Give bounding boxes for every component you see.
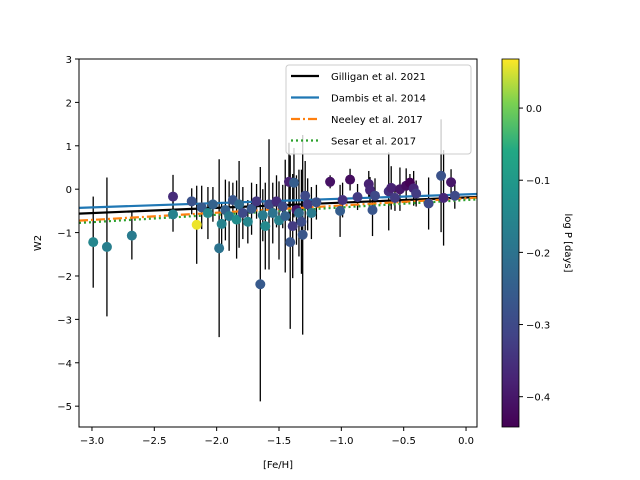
y-axis-ticks: 3 2 1 0 −1 −2 −3 −4 −5 xyxy=(57,55,79,413)
data-point xyxy=(287,221,298,232)
data-point xyxy=(267,208,278,219)
legend-label: Dambis et al. 2014 xyxy=(331,94,426,105)
data-point xyxy=(288,177,299,188)
data-point xyxy=(325,176,336,187)
data-point xyxy=(293,208,304,219)
data-point xyxy=(296,216,307,227)
data-points xyxy=(88,170,460,290)
x-tick-label: 0.0 xyxy=(458,436,474,447)
data-point xyxy=(216,218,227,229)
data-point xyxy=(370,190,381,201)
x-axis-label: [Fe/H] xyxy=(263,460,293,471)
y-tick-label: 0 xyxy=(66,185,72,196)
data-point xyxy=(311,197,322,208)
data-point xyxy=(202,208,213,219)
legend-box xyxy=(285,64,472,155)
data-point xyxy=(411,188,422,199)
y-tick-label: 3 xyxy=(66,55,72,66)
legend: Gilligan et al. 2021 Dambis et al. 2014 Ne… xyxy=(285,64,472,155)
y-tick-label: 2 xyxy=(66,98,72,109)
data-point xyxy=(285,237,296,248)
plot-frame xyxy=(78,58,478,428)
data-point xyxy=(438,192,449,203)
data-point xyxy=(302,199,313,210)
colorbar-tick-label: 0.0 xyxy=(526,104,542,115)
data-point xyxy=(280,211,291,222)
data-point xyxy=(88,237,99,248)
data-point xyxy=(207,199,218,210)
legend-label: Neeley et al. 2017 xyxy=(331,115,423,126)
y-tick-label: −3 xyxy=(57,315,72,326)
x-tick-label: −3.0 xyxy=(80,436,104,447)
data-point xyxy=(389,192,400,203)
x-tick-label: −0.5 xyxy=(392,436,416,447)
colorbar-ticks: 0.0 −0.1 −0.2 −0.3 −0.4 xyxy=(519,104,550,404)
data-point xyxy=(352,192,363,202)
data-point xyxy=(168,191,179,202)
data-point xyxy=(101,241,112,252)
data-point xyxy=(214,243,225,254)
colorbar xyxy=(501,58,520,428)
data-point xyxy=(345,174,356,185)
fit-line xyxy=(79,196,477,222)
data-point xyxy=(297,229,308,240)
data-point xyxy=(423,198,434,209)
data-point xyxy=(436,170,447,181)
data-point xyxy=(234,199,245,210)
data-point xyxy=(246,203,257,214)
data-point xyxy=(300,190,311,201)
y-tick-label: −4 xyxy=(57,359,72,370)
x-tick-label: −2.5 xyxy=(142,436,166,447)
colorbar-tick-label: −0.2 xyxy=(526,248,550,259)
data-point xyxy=(367,205,378,216)
error-bars xyxy=(92,119,456,402)
data-point xyxy=(242,216,253,227)
colorbar-label: log P [days] xyxy=(562,213,573,272)
data-point xyxy=(264,199,275,210)
data-point xyxy=(191,219,202,230)
x-tick-label: −1.5 xyxy=(267,436,291,447)
data-point xyxy=(224,211,235,222)
data-point xyxy=(231,214,242,225)
x-tick-label: −1.0 xyxy=(329,436,353,447)
data-point xyxy=(446,177,457,188)
data-point xyxy=(335,205,346,216)
legend-label: Sesar et al. 2017 xyxy=(331,137,416,148)
data-point xyxy=(260,221,271,232)
legend-label: Gilligan et al. 2021 xyxy=(331,72,426,83)
data-point xyxy=(251,196,262,207)
data-point xyxy=(237,208,248,219)
data-point xyxy=(186,196,197,207)
fit-line xyxy=(79,198,477,225)
y-axis-label: W2 xyxy=(33,235,44,251)
data-point xyxy=(168,209,179,220)
y-tick-label: −2 xyxy=(57,272,72,283)
y-tick-label: −1 xyxy=(57,229,72,240)
data-point xyxy=(449,190,460,201)
data-point xyxy=(386,182,397,193)
colorbar-tick-label: −0.4 xyxy=(526,393,550,404)
colorbar-tick-label: −0.3 xyxy=(526,321,550,332)
y-tick-label: 1 xyxy=(66,142,72,153)
data-point xyxy=(337,195,348,206)
x-axis-ticks: −3.0 −2.5 −2.0 −1.5 −1.0 −0.5 0.0 xyxy=(80,427,474,447)
y-tick-label: −5 xyxy=(57,402,72,413)
data-point xyxy=(126,230,137,241)
data-point xyxy=(277,201,288,212)
data-point xyxy=(255,279,266,290)
colorbar-tick-label: −0.1 xyxy=(526,176,550,187)
data-point xyxy=(306,208,317,219)
x-tick-label: −2.0 xyxy=(205,436,229,447)
data-point xyxy=(257,210,268,221)
